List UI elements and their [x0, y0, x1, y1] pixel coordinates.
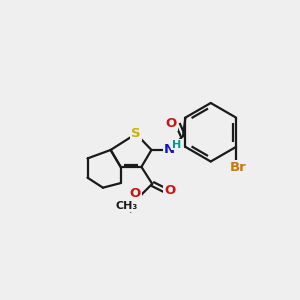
Text: O: O [166, 117, 177, 130]
Text: O: O [130, 187, 141, 200]
Text: S: S [131, 127, 141, 140]
Text: Br: Br [230, 161, 247, 174]
Text: N: N [164, 143, 175, 157]
Text: CH₃: CH₃ [116, 201, 138, 211]
Text: H: H [172, 140, 182, 150]
Text: O: O [164, 184, 175, 196]
